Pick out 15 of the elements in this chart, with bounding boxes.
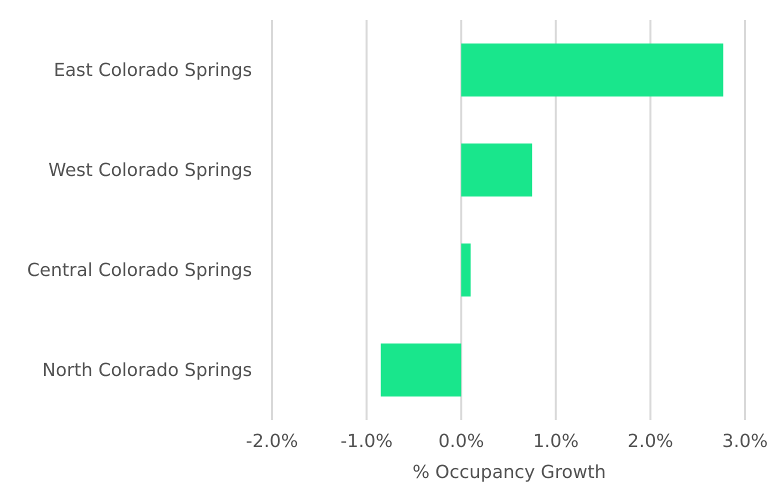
y-tick-label: West Colorado Springs bbox=[48, 160, 252, 181]
y-tick-label: Central Colorado Springs bbox=[27, 260, 252, 281]
x-tick-label: 3.0% bbox=[722, 430, 768, 452]
bar bbox=[461, 244, 471, 296]
x-tick-label: 2.0% bbox=[628, 430, 674, 452]
bar bbox=[461, 44, 724, 96]
y-tick-label: East Colorado Springs bbox=[54, 60, 252, 81]
x-tick-label: -2.0% bbox=[246, 430, 298, 452]
x-axis-title: % Occupancy Growth bbox=[412, 462, 606, 483]
x-tick-label: 0.0% bbox=[438, 430, 484, 452]
x-tick-label: -1.0% bbox=[340, 430, 393, 452]
x-tick-label: 1.0% bbox=[532, 430, 579, 452]
y-tick-label: North Colorado Springs bbox=[42, 360, 252, 381]
bar bbox=[380, 344, 462, 396]
bar bbox=[461, 144, 532, 196]
